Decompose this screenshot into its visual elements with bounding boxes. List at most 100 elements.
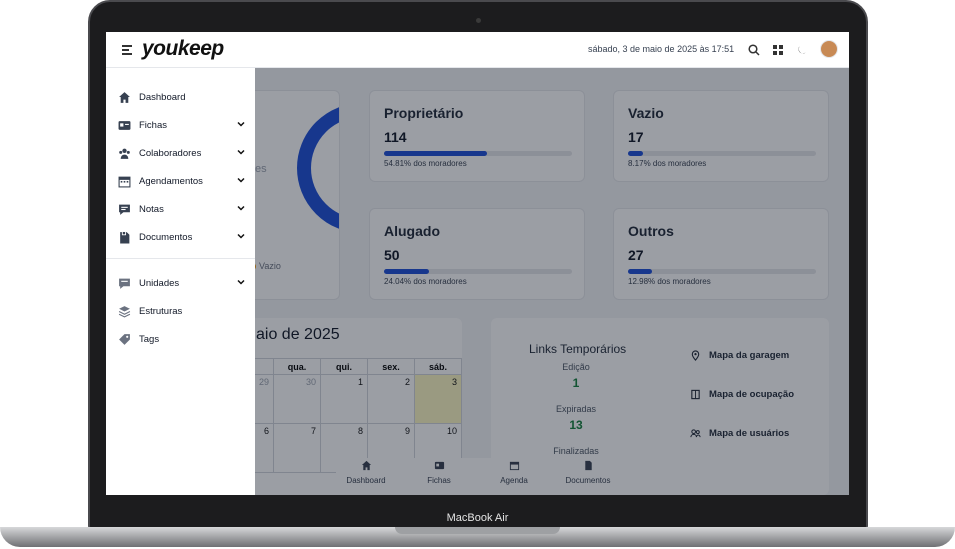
users-map-button[interactable]: Mapa de usuários xyxy=(682,418,802,448)
sidebar: Dashboard Fichas Colaboradores Agendamen… xyxy=(106,68,255,495)
progress-bar xyxy=(628,269,816,274)
calendar-icon xyxy=(509,461,519,471)
bottom-nav-agenda[interactable]: Agenda xyxy=(484,460,544,485)
sidebar-item-label: Agendamentos xyxy=(139,175,203,187)
donut-center-label: es xyxy=(255,163,267,175)
garage-map-label: Mapa da garagem xyxy=(709,349,790,361)
chevron-down-icon[interactable] xyxy=(236,231,246,241)
chevron-down-icon[interactable] xyxy=(236,119,246,129)
top-bar: youkeep sábado, 3 de maio de 2025 às 17:… xyxy=(106,32,849,68)
edicao-label: Edição xyxy=(562,362,590,372)
stat-card-alugado: Alugado 50 24.04% dos moradores xyxy=(369,208,585,300)
progress-fill xyxy=(384,269,430,274)
calendar-card: aio de 2025 qua. qui. sex. sáb. 29 30 1 … xyxy=(226,318,462,495)
document-icon xyxy=(120,230,130,243)
note-icon xyxy=(119,204,130,215)
stat-subtitle: 8.17% dos moradores xyxy=(628,159,707,168)
legend-vazio: Vazio xyxy=(259,261,281,271)
stat-title: Proprietário xyxy=(384,105,464,121)
bottom-nav-documentos[interactable]: Documentos xyxy=(558,460,618,485)
stat-title: Vazio xyxy=(628,105,664,121)
sidebar-item-fichas[interactable]: Fichas xyxy=(118,116,246,134)
sidebar-item-agendamentos[interactable]: Agendamentos xyxy=(118,172,246,190)
links-title: Links Temporários xyxy=(529,342,627,356)
id-card-icon xyxy=(434,461,444,470)
stat-subtitle: 24.04% dos moradores xyxy=(384,277,467,286)
bottom-nav: Dashboard Fichas Agenda Documentos xyxy=(336,458,626,495)
search-icon[interactable] xyxy=(747,43,761,57)
sidebar-item-label: Fichas xyxy=(139,119,167,131)
sidebar-item-label: Tags xyxy=(139,333,160,345)
bottom-nav-fichas[interactable]: Fichas xyxy=(409,460,469,485)
users-icon xyxy=(119,148,130,159)
calendar-title: aio de 2025 xyxy=(256,326,340,343)
calendar-day-today[interactable]: 3 xyxy=(414,374,462,424)
bottom-nav-label: Agenda xyxy=(500,476,528,485)
sidebar-item-dashboard[interactable]: Dashboard xyxy=(118,88,246,106)
home-icon xyxy=(119,91,130,103)
sidebar-item-estruturas[interactable]: Estruturas xyxy=(118,302,246,320)
stat-value: 27 xyxy=(628,247,644,263)
sidebar-item-label: Dashboard xyxy=(139,91,186,103)
expiradas-label: Expiradas xyxy=(555,404,597,414)
screen: youkeep sábado, 3 de maio de 2025 às 17:… xyxy=(106,32,849,495)
camera xyxy=(476,18,481,23)
stat-value: 114 xyxy=(384,129,407,145)
current-datetime: sábado, 3 de maio de 2025 às 17:51 xyxy=(588,44,735,54)
bottom-nav-dashboard[interactable]: Dashboard xyxy=(336,460,396,485)
tag-icon xyxy=(119,333,130,345)
users-map-label: Mapa de usuários xyxy=(709,427,790,439)
stat-title: Outros xyxy=(628,223,674,239)
calendar-day[interactable]: 7 xyxy=(273,423,321,473)
sidebar-item-label: Colaboradores xyxy=(139,147,202,159)
moon-icon[interactable] xyxy=(795,43,809,57)
stat-card-proprietario: Proprietário 114 54.81% dos moradores xyxy=(369,90,585,182)
calendar-day[interactable]: 2 xyxy=(367,374,415,424)
chevron-down-icon[interactable] xyxy=(236,175,246,185)
menu-icon[interactable] xyxy=(122,45,132,55)
unit-icon xyxy=(119,278,130,289)
apps-grid-icon[interactable] xyxy=(771,43,785,57)
stat-value: 50 xyxy=(384,247,400,263)
garage-map-button[interactable]: Mapa da garagem xyxy=(682,340,802,370)
laptop-chin xyxy=(106,495,849,510)
id-card-icon xyxy=(118,120,131,130)
occupancy-map-button[interactable]: Mapa de ocupação xyxy=(682,379,802,409)
stat-card-vazio: Vazio 17 8.17% dos moradores xyxy=(613,90,829,182)
chevron-down-icon[interactable] xyxy=(236,147,246,157)
expiradas-value: 13 xyxy=(569,418,583,432)
stat-subtitle: 12.98% dos moradores xyxy=(628,277,711,286)
app-logo[interactable]: youkeep xyxy=(142,37,224,60)
sidebar-item-unidades[interactable]: Unidades xyxy=(118,274,246,292)
sidebar-item-tags[interactable]: Tags xyxy=(118,330,246,348)
chevron-down-icon[interactable] xyxy=(236,203,246,213)
sidebar-item-label: Unidades xyxy=(139,277,180,289)
chevron-down-icon[interactable] xyxy=(236,277,246,287)
layers-icon xyxy=(118,305,131,318)
sidebar-item-colaboradores[interactable]: Colaboradores xyxy=(118,144,246,162)
progress-fill xyxy=(384,151,488,156)
progress-bar xyxy=(628,151,816,156)
home-icon xyxy=(361,460,371,471)
sidebar-item-label: Estruturas xyxy=(139,305,183,317)
finalizadas-label: Finalizadas xyxy=(553,446,599,456)
stat-value: 17 xyxy=(628,129,644,145)
calendar-grid: qua. qui. sex. sáb. 29 30 1 2 3 6 7 xyxy=(226,358,462,473)
document-icon xyxy=(584,460,592,471)
calendar-icon xyxy=(118,176,131,187)
sidebar-item-notas[interactable]: Notas xyxy=(118,200,246,218)
device-label: MacBook Air xyxy=(446,512,509,524)
progress-bar xyxy=(384,269,572,274)
progress-bar xyxy=(384,151,572,156)
calendar-day[interactable]: 30 xyxy=(273,374,321,424)
calendar-day[interactable]: 1 xyxy=(320,374,368,424)
progress-fill xyxy=(628,151,644,156)
avatar[interactable] xyxy=(820,40,838,58)
laptop-base xyxy=(0,527,955,547)
sidebar-item-documentos[interactable]: Documentos xyxy=(118,228,246,246)
stat-card-outros: Outros 27 12.98% dos moradores xyxy=(613,208,829,300)
users-icon xyxy=(690,428,701,437)
edicao-value: 1 xyxy=(572,376,580,390)
location-pin-icon xyxy=(691,349,700,361)
